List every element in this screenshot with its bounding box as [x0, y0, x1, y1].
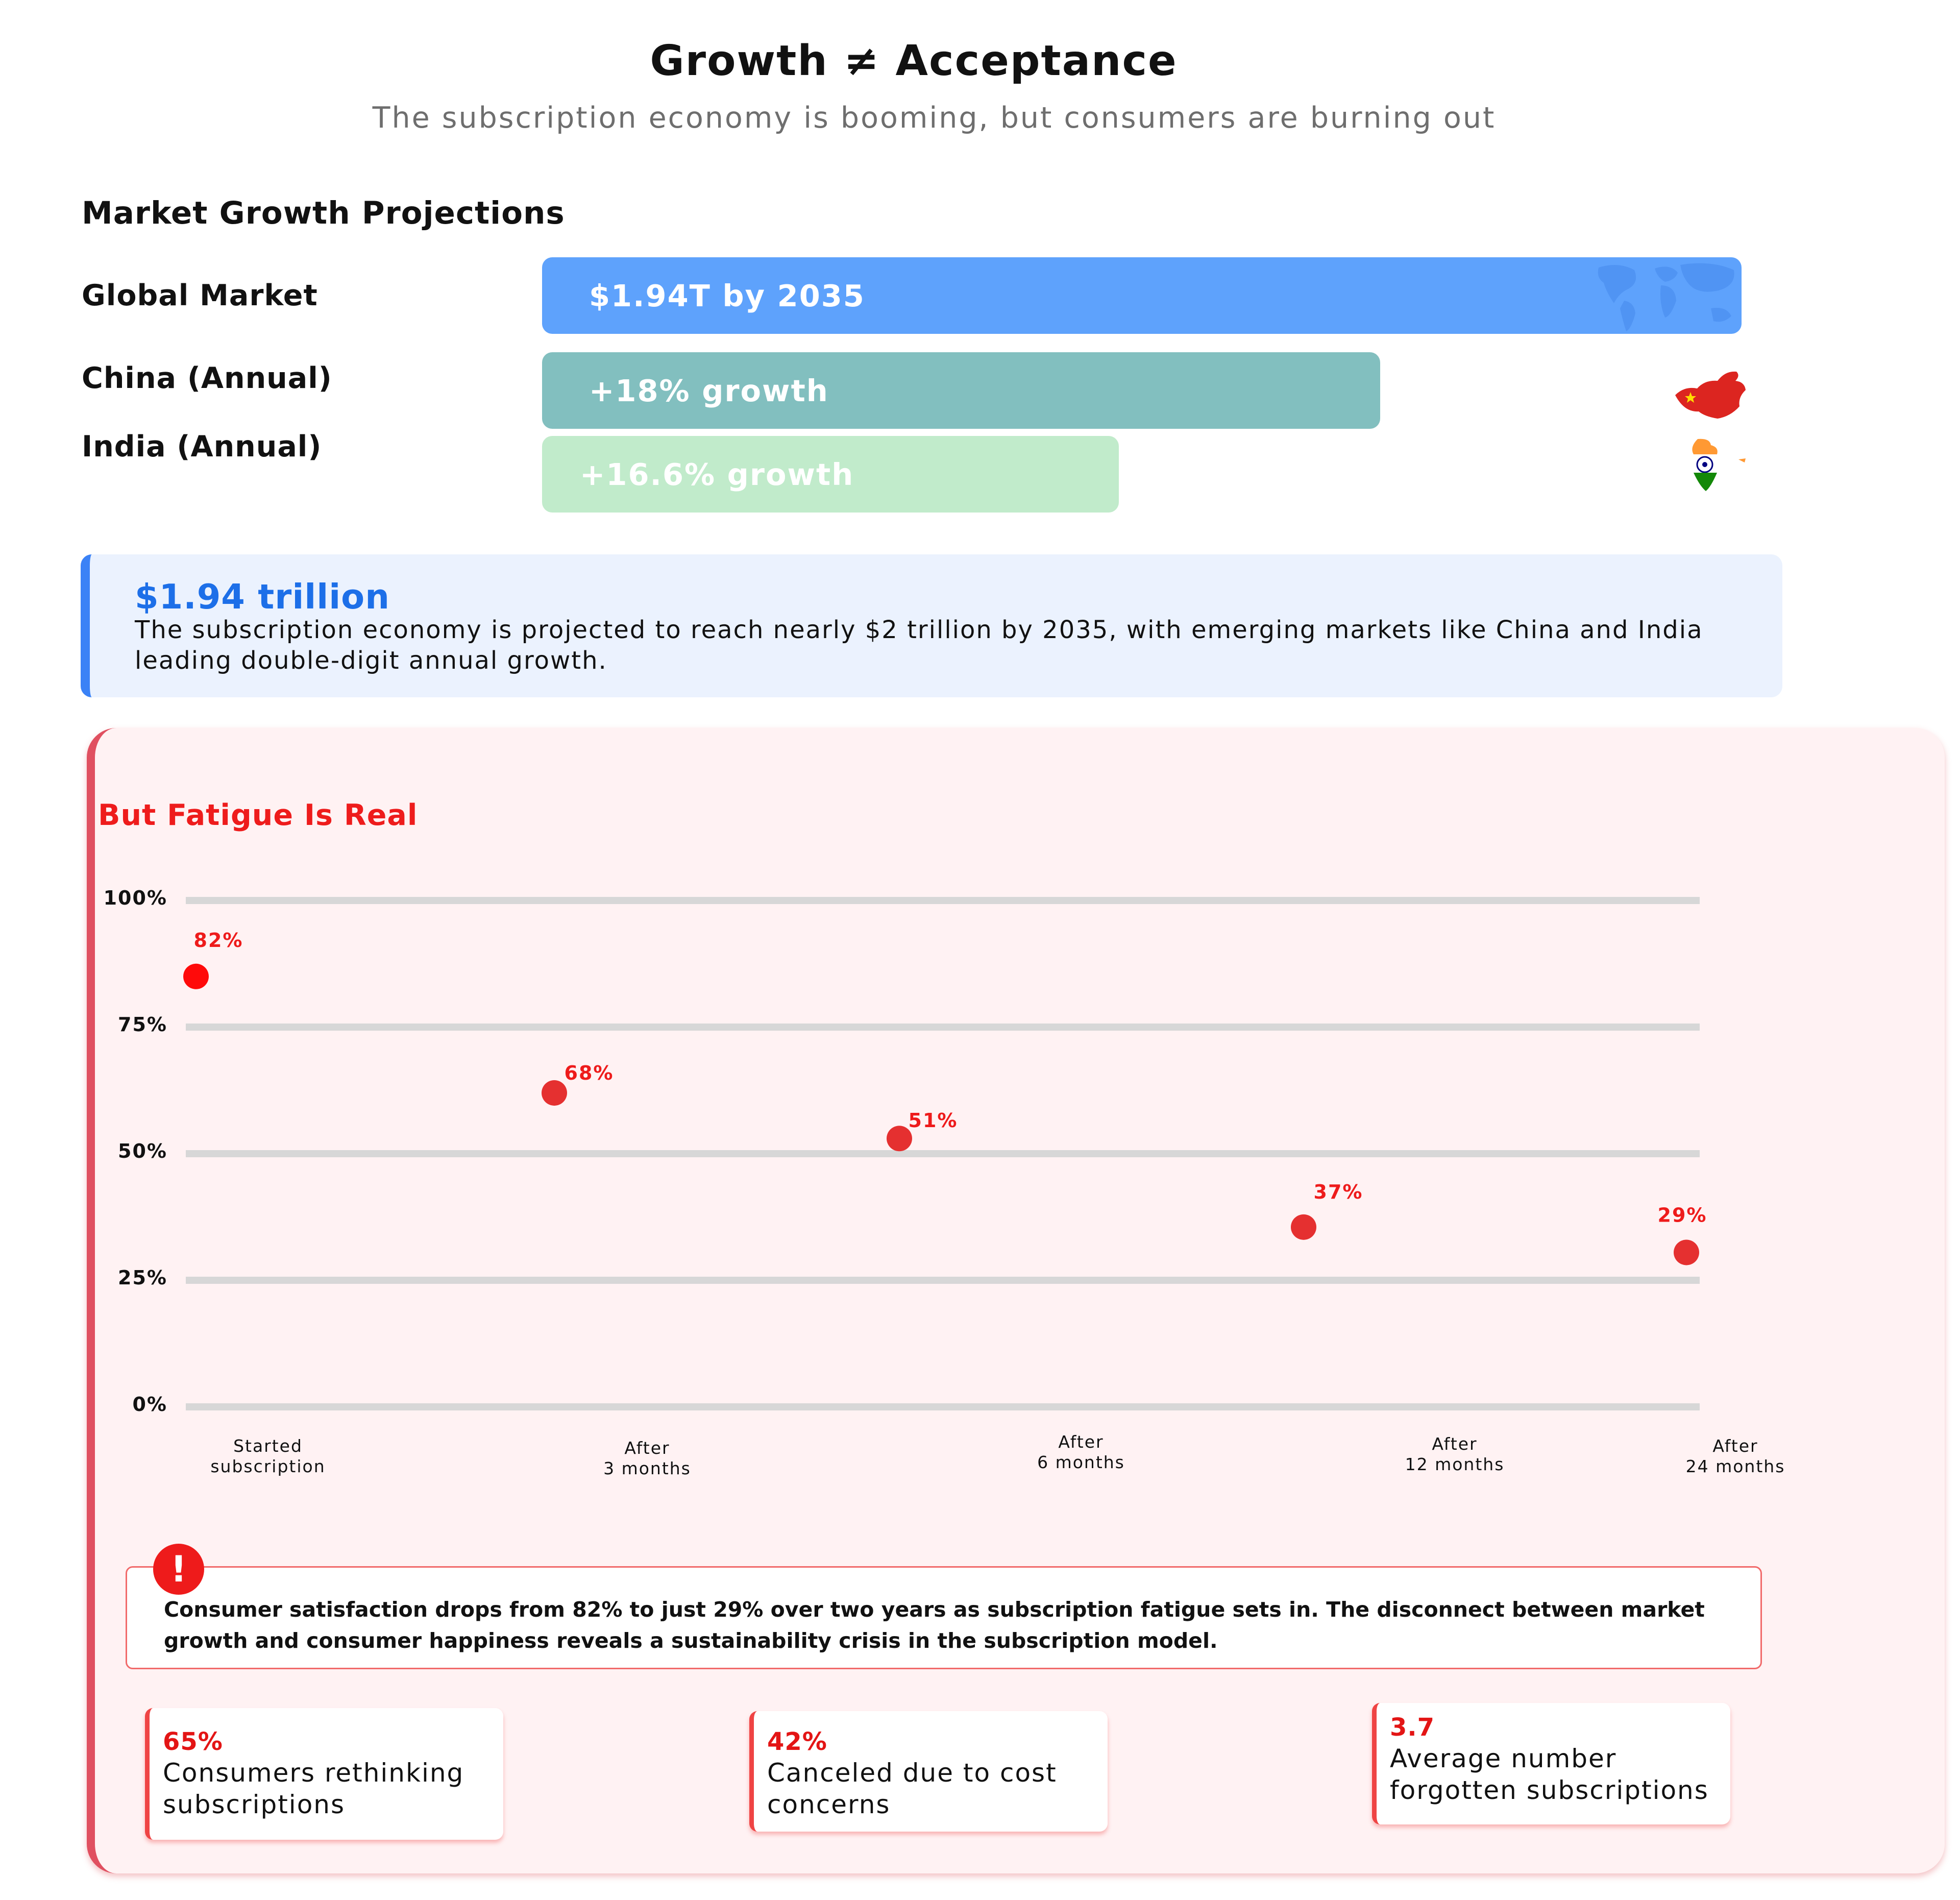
data-label: 51% — [909, 1109, 958, 1132]
market-growth-heading: Market Growth Projections — [82, 195, 565, 231]
y-tick-label: 25% — [118, 1266, 167, 1289]
stat-card-canceled: 42% Canceled due to cost concerns — [749, 1711, 1108, 1832]
x-tick-label: After 3 months — [603, 1438, 691, 1478]
data-label: 37% — [1314, 1181, 1363, 1203]
stat-label-line: Consumers rethinking — [163, 1758, 464, 1788]
stat-label-line: Canceled due to cost — [767, 1758, 1057, 1788]
data-label: 68% — [565, 1062, 614, 1084]
stat-value: 42% — [767, 1727, 827, 1756]
exclamation-icon: ! — [153, 1544, 204, 1595]
x-tick-label: After 12 months — [1405, 1434, 1505, 1474]
page-title: Growth ≠ Acceptance — [650, 37, 1178, 85]
callout-text: The subscription economy is projected to… — [135, 616, 1703, 675]
callout-value: $1.94 trillion — [135, 577, 390, 617]
bar-global-market: $1.94T by 2035 — [542, 257, 1742, 334]
data-label: 29% — [1658, 1204, 1707, 1226]
china-flag-map-icon — [1675, 371, 1746, 419]
x-tick-label: After 6 months — [1037, 1432, 1125, 1472]
bar-china-annual: +18% growth — [542, 352, 1380, 429]
satisfaction-chart: 0% 25% 50% 75% 100% Started subscription After… — [104, 887, 1785, 1478]
stat-label-line: subscriptions — [163, 1790, 346, 1819]
data-label: 82% — [194, 929, 243, 952]
data-point — [542, 1080, 567, 1106]
stat-value: 65% — [163, 1727, 223, 1756]
fatigue-heading: But Fatigue Is Real — [98, 798, 418, 832]
x-tick-label: After 24 months — [1686, 1436, 1785, 1476]
fatigue-card — [87, 728, 1945, 1873]
row-label-global: Global Market — [82, 279, 318, 312]
stat-card-rethinking: 65% Consumers rethinking subscriptions — [145, 1708, 503, 1840]
data-point — [183, 963, 209, 989]
insight-text: Consumer satisfaction drops from 82% to … — [164, 1597, 1705, 1653]
stat-label-line: forgotten subscriptions — [1390, 1775, 1709, 1805]
world-map-icon — [1598, 263, 1734, 331]
stat-label: Canceled due to cost concerns — [767, 1757, 1108, 1820]
bar-india-text: +16.6% growth — [580, 456, 854, 492]
bar-global-text: $1.94T by 2035 — [589, 278, 865, 313]
stat-label: Average number forgotten subscriptions — [1390, 1743, 1730, 1806]
bar-china-text: +18% growth — [589, 373, 829, 408]
y-tick-label: 0% — [132, 1393, 167, 1416]
stat-label-line: concerns — [767, 1790, 891, 1819]
stat-label: Consumers rethinking subscriptions — [163, 1757, 503, 1820]
y-tick-label: 75% — [118, 1013, 167, 1036]
data-point — [1291, 1214, 1316, 1240]
x-tick-label: Started subscription — [210, 1436, 325, 1476]
data-point — [1674, 1239, 1699, 1265]
row-label-india: India (Annual) — [82, 430, 322, 464]
data-point — [887, 1126, 912, 1152]
market-callout: $1.94 trillion The subscription economy … — [81, 554, 1782, 697]
y-tick-label: 50% — [118, 1140, 167, 1162]
y-tick-label: 100% — [104, 887, 167, 909]
bar-india-annual: +16.6% growth — [542, 436, 1119, 513]
stat-card-forgotten: 3.7 Average number forgotten subscriptio… — [1372, 1703, 1730, 1824]
row-label-china: China (Annual) — [82, 361, 332, 395]
stat-label-line: Average number — [1390, 1744, 1617, 1773]
stat-value: 3.7 — [1390, 1713, 1435, 1742]
india-flag-map-icon — [1692, 439, 1746, 491]
insight-box: Consumer satisfaction drops from 82% to … — [126, 1566, 1762, 1669]
page-subtitle: The subscription economy is booming, but… — [372, 101, 1496, 135]
